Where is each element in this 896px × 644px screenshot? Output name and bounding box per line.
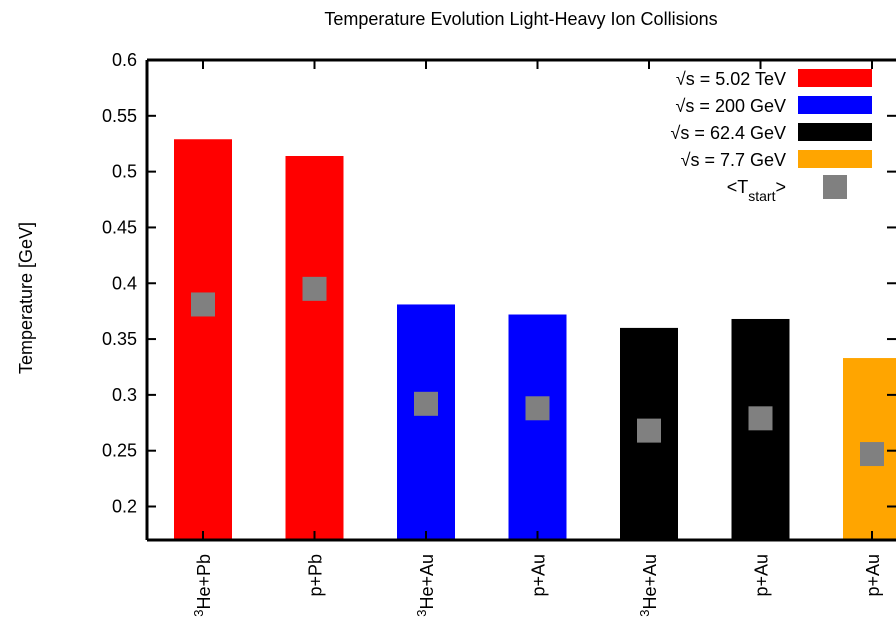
x-tick-label: p+Au <box>863 554 883 597</box>
y-tick-label: 0.35 <box>102 329 137 349</box>
legend-swatch <box>798 123 872 141</box>
legend-label: √s = 7.7 GeV <box>681 150 786 170</box>
legend-label: √s = 5.02 TeV <box>676 69 786 89</box>
tstart-marker <box>191 292 215 317</box>
x-tick-label: p+Au <box>752 554 772 597</box>
x-tick-label: 3He+Au <box>414 554 438 617</box>
tstart-marker <box>637 418 661 443</box>
legend-label: √s = 62.4 GeV <box>671 123 786 143</box>
x-tick-label: p+Au <box>529 554 549 597</box>
y-tick-label: 0.2 <box>112 497 137 517</box>
y-tick-label: 0.6 <box>112 50 137 70</box>
legend-label: √s = 200 GeV <box>676 96 786 116</box>
y-tick-label: 0.3 <box>112 385 137 405</box>
tstart-marker <box>302 276 327 301</box>
tstart-marker <box>414 391 438 416</box>
bar <box>508 314 567 540</box>
legend-swatch-tstart <box>823 175 847 199</box>
bar <box>174 139 232 541</box>
y-tick-label: 0.4 <box>112 273 137 293</box>
tstart-marker <box>525 396 550 421</box>
x-tick-label: 3He+Pb <box>191 554 215 617</box>
tstart-marker <box>860 442 884 467</box>
y-tick-label: 0.5 <box>112 162 137 182</box>
axes-layer <box>145 58 896 542</box>
legend-label-tstart: <Tstart> <box>727 177 786 204</box>
bar <box>397 304 455 540</box>
x-tick-label: p+Pb <box>306 554 326 597</box>
markers-layer <box>191 276 884 467</box>
legend: √s = 5.02 TeV √s = 200 GeV √s = 62.4 GeV √s… <box>671 69 872 204</box>
y-tick-label: 0.25 <box>102 441 137 461</box>
ticks-layer: 0.2 0.25 0.3 0.35 0.4 0.45 0.5 0.55 0.6 3He+Pb p+P… <box>102 50 896 617</box>
legend-swatch <box>798 96 872 114</box>
legend-swatch <box>798 150 872 168</box>
y-tick-label: 0.55 <box>102 106 137 126</box>
y-axis-label: Temperature [GeV] <box>16 222 36 374</box>
tstart-marker <box>748 406 773 431</box>
legend-swatch <box>798 69 872 87</box>
y-tick-label: 0.45 <box>102 217 137 237</box>
bar <box>285 156 344 540</box>
bars-layer <box>174 139 896 541</box>
x-tick-label: 3He+Au <box>637 554 661 617</box>
chart-title: Temperature Evolution Light-Heavy Ion Co… <box>324 9 717 29</box>
